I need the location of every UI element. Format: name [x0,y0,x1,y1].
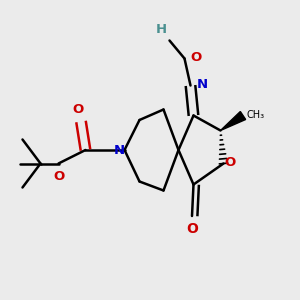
Text: O: O [53,170,64,183]
Text: H: H [155,23,167,36]
Text: O: O [190,51,202,64]
Text: O: O [224,155,236,169]
Text: O: O [72,103,84,116]
Text: N: N [113,143,125,157]
Text: O: O [186,222,198,236]
Text: CH₃: CH₃ [247,110,265,121]
Text: N: N [197,77,208,91]
Polygon shape [220,112,246,130]
